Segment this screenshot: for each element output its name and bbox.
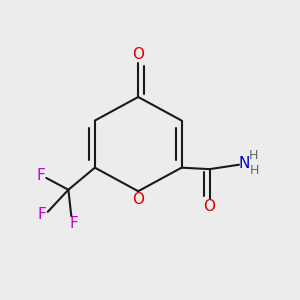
Text: O: O <box>203 199 215 214</box>
Text: F: F <box>36 168 45 183</box>
Text: H: H <box>250 164 259 176</box>
Text: H: H <box>248 149 258 162</box>
Text: F: F <box>69 216 78 231</box>
Text: O: O <box>132 192 144 207</box>
Text: N: N <box>238 156 250 171</box>
Text: O: O <box>132 47 144 62</box>
Text: F: F <box>38 207 46 222</box>
